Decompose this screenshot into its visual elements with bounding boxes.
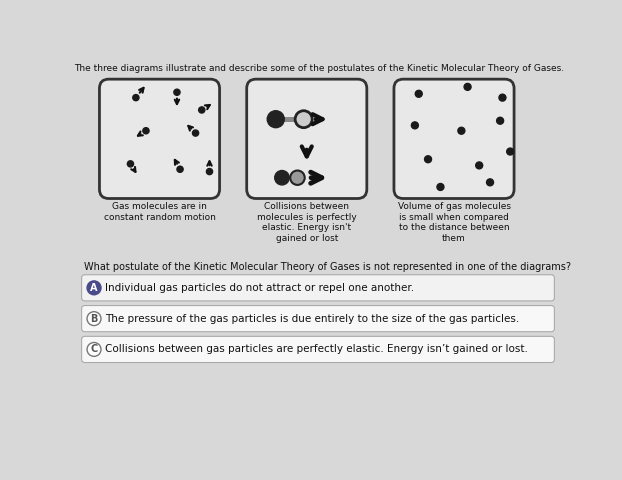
FancyBboxPatch shape xyxy=(81,306,554,332)
Circle shape xyxy=(267,111,284,128)
Circle shape xyxy=(464,84,471,90)
Circle shape xyxy=(143,128,149,134)
Text: What postulate of the Kinetic Molecular Theory of Gases is not represented in on: What postulate of the Kinetic Molecular … xyxy=(84,262,571,272)
Circle shape xyxy=(87,343,101,356)
Circle shape xyxy=(499,94,506,101)
Text: Collisions between gas particles are perfectly elastic. Energy isn’t gained or l: Collisions between gas particles are per… xyxy=(105,345,527,354)
Circle shape xyxy=(476,162,483,169)
Text: A: A xyxy=(90,283,98,293)
Circle shape xyxy=(290,170,305,185)
FancyBboxPatch shape xyxy=(100,79,220,199)
FancyBboxPatch shape xyxy=(394,79,514,199)
Circle shape xyxy=(275,170,289,185)
Circle shape xyxy=(425,156,432,163)
Circle shape xyxy=(295,111,312,128)
Circle shape xyxy=(87,312,101,325)
Text: Gas molecules are in
constant random motion: Gas molecules are in constant random mot… xyxy=(104,203,215,222)
Circle shape xyxy=(87,281,101,295)
Circle shape xyxy=(207,168,213,175)
Circle shape xyxy=(192,130,198,136)
Text: Collisions between
molecules is perfectly
elastic. Energy isn't
gained or lost: Collisions between molecules is perfectl… xyxy=(257,203,356,242)
Circle shape xyxy=(486,179,493,186)
Text: Individual gas particles do not attract or repel one another.: Individual gas particles do not attract … xyxy=(105,283,414,293)
Circle shape xyxy=(507,148,514,155)
FancyBboxPatch shape xyxy=(81,336,554,362)
Circle shape xyxy=(177,166,183,172)
Circle shape xyxy=(174,89,180,96)
Text: B: B xyxy=(90,313,98,324)
Circle shape xyxy=(132,95,139,101)
Circle shape xyxy=(411,122,419,129)
FancyBboxPatch shape xyxy=(284,117,300,122)
Circle shape xyxy=(496,117,504,124)
Text: The pressure of the gas particles is due entirely to the size of the gas particl: The pressure of the gas particles is due… xyxy=(105,313,519,324)
Circle shape xyxy=(128,161,134,167)
FancyBboxPatch shape xyxy=(247,79,367,199)
Circle shape xyxy=(437,183,444,191)
Circle shape xyxy=(198,107,205,113)
Circle shape xyxy=(415,90,422,97)
Circle shape xyxy=(458,127,465,134)
Text: The three diagrams illustrate and describe some of the postulates of the Kinetic: The three diagrams illustrate and descri… xyxy=(74,64,564,73)
Text: Volume of gas molecules
is small when compared
to the distance between
them: Volume of gas molecules is small when co… xyxy=(397,203,511,242)
Text: C: C xyxy=(90,345,98,354)
FancyBboxPatch shape xyxy=(81,275,554,301)
